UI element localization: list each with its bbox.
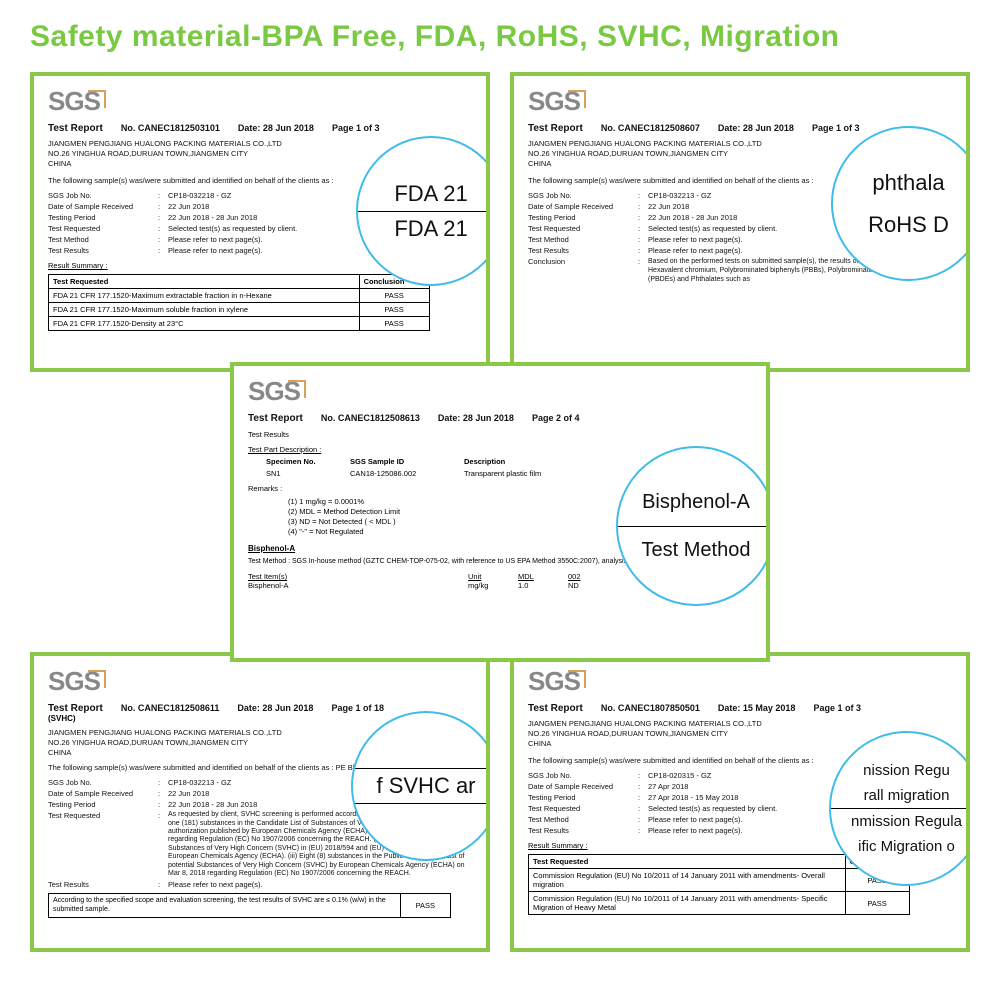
certificate-grid: SGS Test Report No. CANEC1812503101 Date… <box>30 72 970 952</box>
sgs-logo: SGS <box>528 86 580 117</box>
sgs-logo: SGS <box>248 376 300 407</box>
cert-card-fda: SGS Test Report No. CANEC1812503101 Date… <box>30 72 490 372</box>
magnifier-bpa: Bisphenol-A Test Method <box>616 446 770 606</box>
cert-card-bpa: SGS Test Report No. CANEC1812508613 Date… <box>230 362 770 662</box>
sgs-logo: SGS <box>48 86 100 117</box>
sgs-logo: SGS <box>48 666 100 697</box>
report-header: Test Report No. CANEC1807850501 Date: 15… <box>528 703 952 714</box>
page-title: Safety material-BPA Free, FDA, RoHS, SVH… <box>30 20 970 54</box>
svhc-footer-table: According to the specified scope and eva… <box>48 893 451 917</box>
cert-card-migration: SGS Test Report No. CANEC1807850501 Date… <box>510 652 970 952</box>
test-results-label: Test Results <box>248 430 752 439</box>
sgs-logo: SGS <box>528 666 580 697</box>
result-table-fda: Test RequestedConclusion FDA 21 CFR 177.… <box>48 274 430 331</box>
cert-card-rohs: SGS Test Report No. CANEC1812508607 Date… <box>510 72 970 372</box>
report-header: Test Report No. CANEC1812508613 Date: 28… <box>248 413 752 424</box>
report-header: Test Report No. CANEC1812503101 Date: 28… <box>48 123 472 134</box>
magnifier-svhc: f SVHC ar <box>351 711 490 861</box>
cert-card-svhc: SGS Test Report No. CANEC1812508611 Date… <box>30 652 490 952</box>
